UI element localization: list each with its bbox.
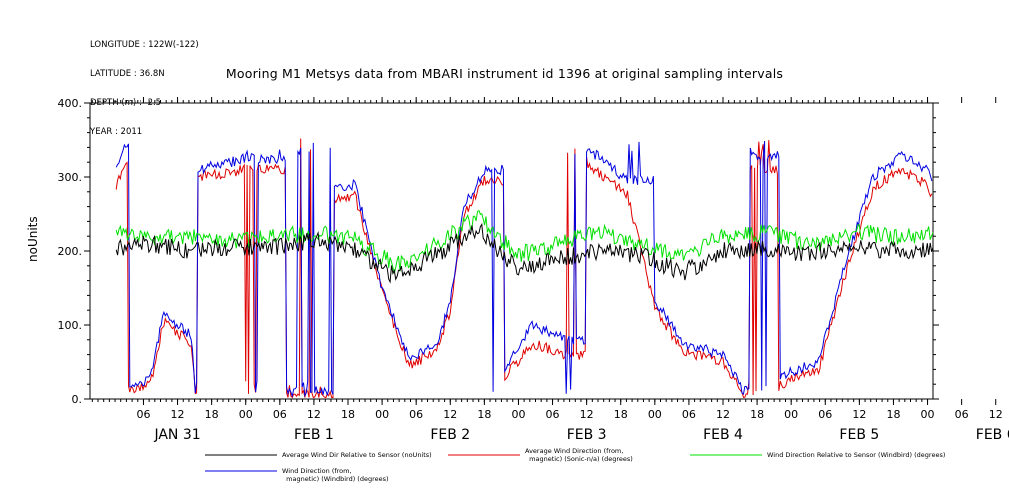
day-label: FEB 3 bbox=[567, 427, 607, 443]
legend-label-dir-mag-windbird: Wind Direction (from, magnetic) (Windbir… bbox=[282, 467, 389, 483]
x-tick-label: 12 bbox=[852, 408, 866, 421]
x-tick-label: 18 bbox=[205, 408, 219, 421]
series-line-3 bbox=[115, 140, 933, 398]
day-label: FEB 4 bbox=[703, 427, 743, 443]
x-tick-label: 00 bbox=[375, 408, 389, 421]
x-tick-label: 00 bbox=[511, 408, 525, 421]
day-label: FEB 6 bbox=[976, 427, 1009, 443]
y-tick-label: 0. bbox=[72, 393, 83, 406]
x-tick-label: 18 bbox=[886, 408, 900, 421]
series-line-0 bbox=[115, 222, 934, 284]
legend-layer bbox=[205, 454, 762, 472]
x-tick-label: 18 bbox=[614, 408, 628, 421]
y-tick-label: 400. bbox=[58, 97, 83, 110]
day-label: JAN 31 bbox=[153, 427, 200, 443]
legend-label-avg-dir-mag: Average Wind Direction (from, magnetic) … bbox=[525, 447, 633, 463]
year-label: YEAR : 2011 bbox=[90, 126, 143, 137]
x-tick-label: 12 bbox=[307, 408, 321, 421]
series-layer bbox=[115, 138, 934, 399]
y-tick-label: 100. bbox=[58, 319, 83, 332]
legend-label-dir-rel-windbird: Wind Direction Relative to Sensor (Windb… bbox=[767, 451, 946, 459]
x-tick-label: 06 bbox=[409, 408, 423, 421]
x-tick-label: 00 bbox=[648, 408, 662, 421]
x-tick-label: 18 bbox=[750, 408, 764, 421]
x-tick-label: 12 bbox=[443, 408, 457, 421]
x-tick-label: 18 bbox=[477, 408, 491, 421]
x-tick-label: 00 bbox=[921, 408, 935, 421]
series-line-2 bbox=[115, 209, 934, 274]
plot-frame bbox=[89, 102, 934, 400]
x-tick-label: 06 bbox=[955, 408, 969, 421]
series-line-1 bbox=[115, 138, 933, 399]
x-tick-label: 00 bbox=[239, 408, 253, 421]
chart-title: Mooring M1 Metsys data from MBARI instru… bbox=[225, 66, 784, 81]
latitude-label: LATITUDE : 36.8N bbox=[90, 68, 165, 79]
y-tick-label: 300. bbox=[58, 171, 83, 184]
x-tick-label: 12 bbox=[989, 408, 1003, 421]
day-label: FEB 1 bbox=[294, 427, 334, 443]
x-tick-label: 18 bbox=[341, 408, 355, 421]
x-tick-label: 06 bbox=[136, 408, 150, 421]
day-label: FEB 2 bbox=[430, 427, 470, 443]
y-tick-label: 200. bbox=[58, 245, 83, 258]
axis-layer: 0. 100. 200. 300. 400. 06 12 18 00 06 12 18 00 06 12 18… bbox=[58, 97, 1009, 443]
day-label: FEB 5 bbox=[839, 427, 879, 443]
x-tick-label: 12 bbox=[171, 408, 185, 421]
x-tick-label: 12 bbox=[716, 408, 730, 421]
x-tick-label: 00 bbox=[784, 408, 798, 421]
legend-label-avg-dir-rel: Average Wind Dir Relative to Sensor (noU… bbox=[282, 451, 432, 459]
x-tick-label: 06 bbox=[818, 408, 832, 421]
x-tick-label: 06 bbox=[546, 408, 560, 421]
longitude-label: LONGITUDE : 122W(-122) bbox=[90, 40, 199, 51]
x-tick-label: 06 bbox=[682, 408, 696, 421]
x-tick-label: 06 bbox=[273, 408, 287, 421]
x-tick-label: 12 bbox=[580, 408, 594, 421]
